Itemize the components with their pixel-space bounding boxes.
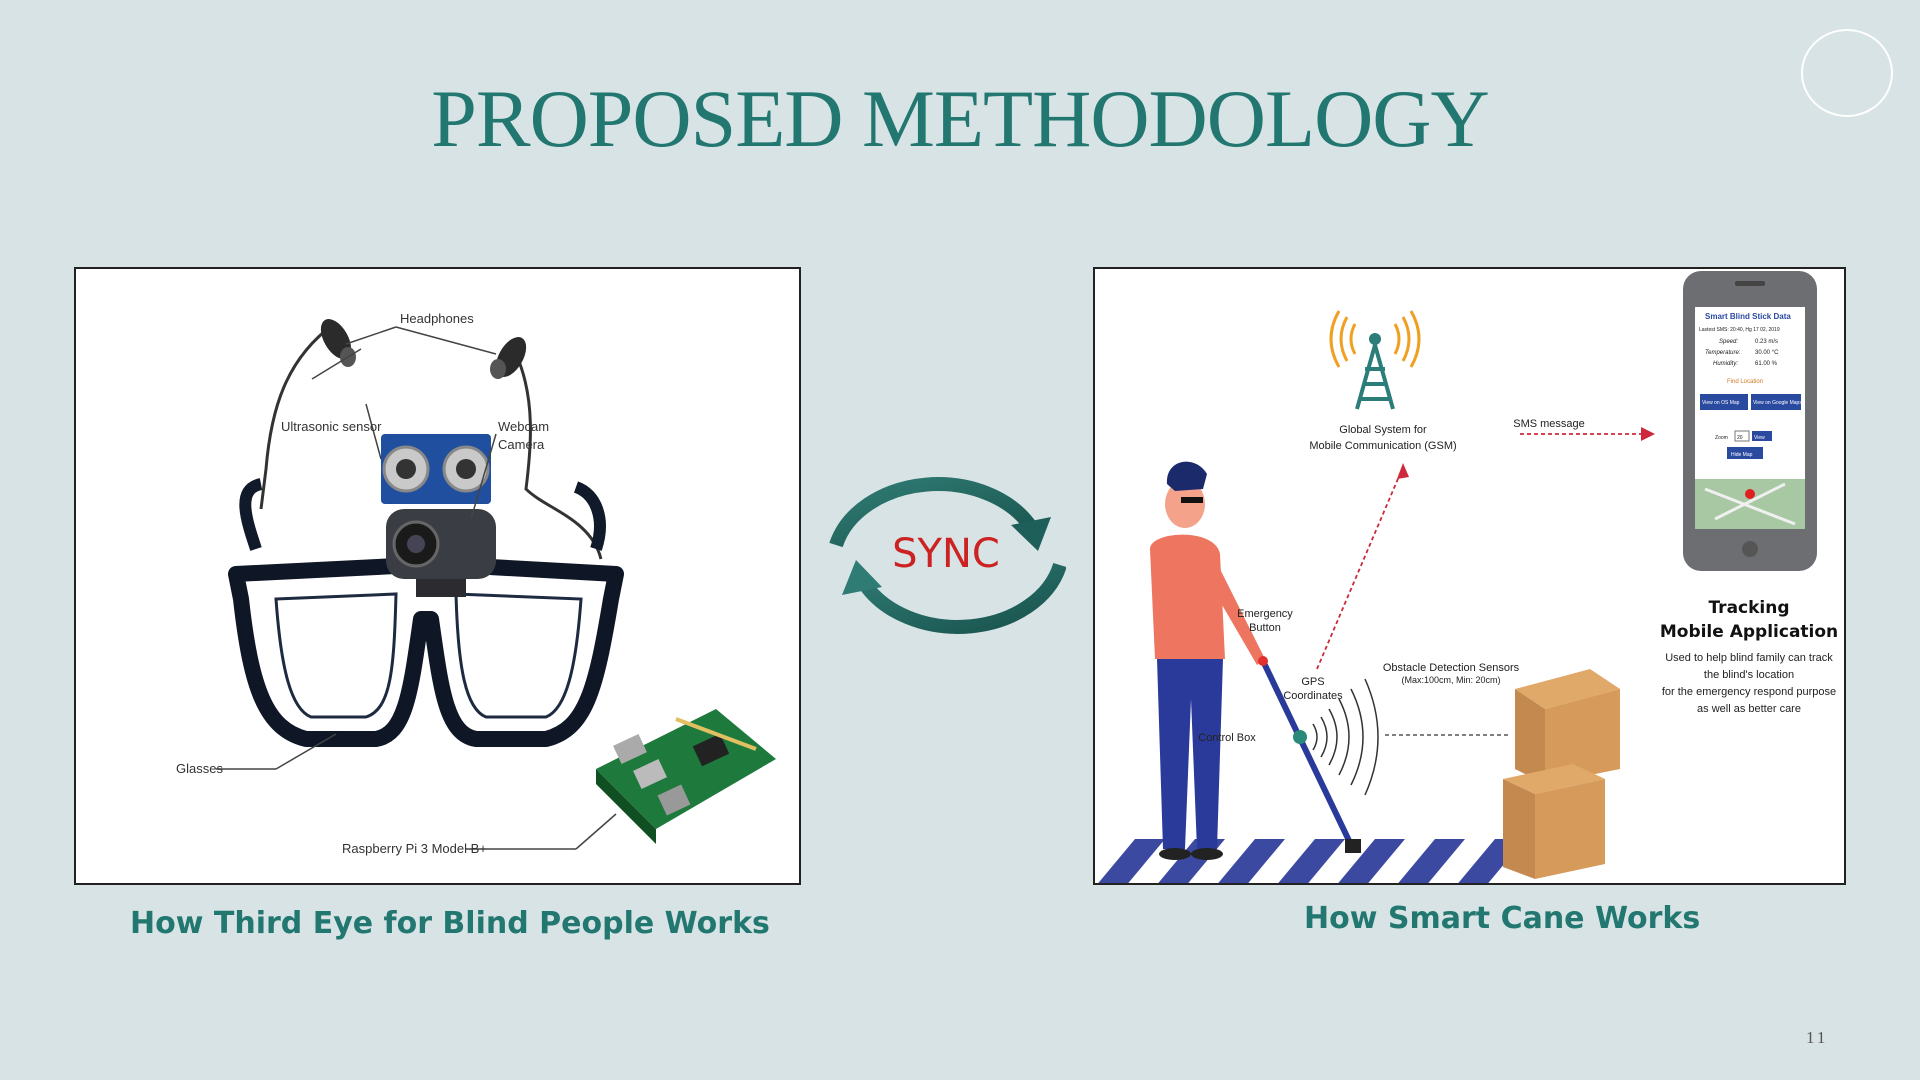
- label-desc-line3: for the emergency respond purpose: [1662, 686, 1836, 698]
- glasses-icon: [228, 478, 624, 747]
- sonar-waves-icon: [1312, 678, 1379, 796]
- phone-zoom-value: 20: [1737, 435, 1743, 441]
- page-number: 11: [1806, 1028, 1829, 1047]
- label-obstacle-line1: Obstacle Detection Sensors: [1383, 662, 1520, 674]
- phone-temp-label: Temperature:: [1705, 350, 1741, 356]
- label-mobile-application: Mobile Application: [1660, 622, 1838, 642]
- label-ultrasonic-sensor: Ultrasonic sensor: [281, 419, 382, 434]
- webcam-icon: [386, 509, 496, 597]
- decorative-circle: [1801, 29, 1893, 117]
- emergency-button-icon: [1258, 656, 1268, 666]
- crosswalk-icon: [1098, 839, 1525, 883]
- sync-cycle: SYNC: [826, 455, 1067, 655]
- phone-find-location: Find Location: [1727, 379, 1763, 385]
- caption-third-eye: How Third Eye for Blind People Works: [130, 906, 770, 941]
- headphone-cable-right: [514, 353, 603, 560]
- phone-latest-sms: Lastest SMS: 20:40, Hg 17 02, 2019: [1699, 327, 1780, 333]
- obstacle-boxes-icon: [1503, 669, 1620, 879]
- label-emergency-line1: Emergency: [1237, 608, 1293, 620]
- label-headphones: Headphones: [400, 311, 474, 326]
- phone-temp-value: 30.00 °C: [1755, 350, 1779, 356]
- phone-humidity-value: 61.00 %: [1755, 361, 1778, 367]
- phone-speed-label: Speed:: [1719, 339, 1738, 345]
- label-gsm-line2: Mobile Communication (GSM): [1309, 440, 1456, 452]
- label-control-box: Control Box: [1198, 732, 1256, 744]
- third-eye-illustration: Headphones Ultrasonic sensor Webcam Came…: [176, 311, 776, 856]
- sync-arrows-icon: [829, 477, 1067, 634]
- label-gps-line2: Coordinates: [1283, 690, 1343, 702]
- phone-view-button: View: [1754, 435, 1765, 441]
- smart-cane-image-panel: Smart Blind Stick Data Lastest SMS: 20:4…: [1093, 267, 1846, 885]
- headphone-cable-left: [259, 322, 335, 510]
- phone-os-map-button: View on OS Map: [1702, 400, 1740, 406]
- caption-smart-cane: How Smart Cane Works: [1304, 901, 1701, 936]
- slide-title: PROPOSED METHODOLOGY: [431, 73, 1489, 164]
- earbud-right-icon: [490, 337, 527, 379]
- gsm-tower-icon: [1329, 310, 1421, 410]
- label-desc-line1: Used to help blind family can track: [1665, 652, 1833, 664]
- label-emergency-line2: Button: [1249, 622, 1281, 634]
- control-box-icon: [1293, 730, 1307, 744]
- label-tracking: Tracking: [1708, 598, 1789, 618]
- label-webcam: Webcam: [498, 419, 549, 434]
- label-desc-line2: the blind's location: [1704, 669, 1794, 681]
- cane: [1260, 659, 1356, 851]
- raspberry-pi-icon: [596, 709, 776, 844]
- label-desc-line4: as well as better care: [1697, 703, 1801, 715]
- blind-person-icon: [1150, 461, 1265, 860]
- phone-humidity-label: Humidity:: [1713, 361, 1738, 367]
- label-gps-line1: GPS: [1301, 676, 1324, 688]
- phone-speed-value: 0.23 m/s: [1755, 339, 1778, 345]
- sync-label: SYNC: [892, 531, 1000, 577]
- smartphone-icon: [1683, 271, 1817, 571]
- label-glasses: Glasses: [176, 761, 223, 776]
- phone-app-title: Smart Blind Stick Data: [1705, 312, 1791, 321]
- ultrasonic-sensor-icon: [381, 434, 491, 504]
- label-obstacle-line2: (Max:100cm, Min: 20cm): [1401, 675, 1500, 685]
- phone-zoom-label: Zoom: [1715, 435, 1728, 441]
- phone-hide-map-button: Hide Map: [1731, 452, 1753, 458]
- smart-cane-illustration: Smart Blind Stick Data Lastest SMS: 20:4…: [1098, 271, 1838, 883]
- label-raspberry-pi: Raspberry Pi 3 Model B+: [342, 841, 487, 856]
- label-sms-message: SMS message: [1513, 418, 1585, 430]
- phone-google-map-button: View on Google Maps: [1753, 400, 1802, 406]
- earbud-left-icon: [320, 319, 356, 367]
- label-camera: Camera: [498, 437, 545, 452]
- third-eye-image-panel: Headphones Ultrasonic sensor Webcam Came…: [74, 267, 801, 885]
- label-gsm-line1: Global System for: [1339, 424, 1427, 436]
